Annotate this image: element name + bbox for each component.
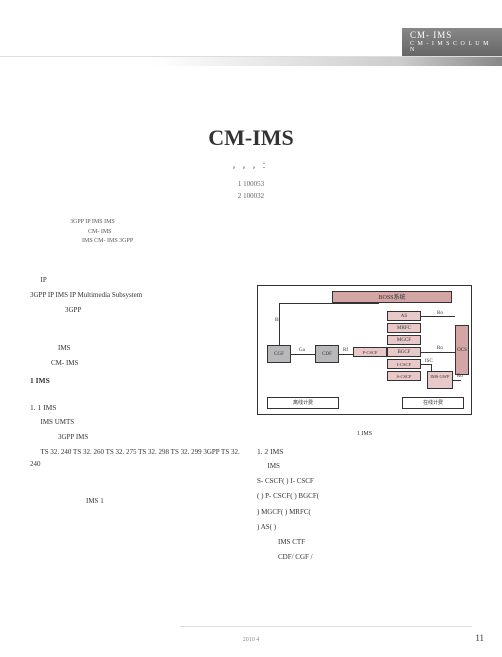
- icscf-box: I-CSCF: [387, 359, 421, 369]
- footer: 2010 4: [0, 637, 502, 643]
- affiliation-2: 2 100032: [0, 192, 502, 200]
- pcscf-box: P-CSCF: [353, 347, 387, 357]
- ro-label-3: Ro: [457, 373, 463, 381]
- footer-date: 2010 4: [0, 637, 502, 643]
- isc-label: ISC: [425, 358, 433, 366]
- bi-label: Bi: [275, 317, 280, 325]
- bgcf-box: BGCF: [387, 347, 421, 357]
- abstract-line-1: 3GPP IP IMS IMS: [70, 218, 442, 228]
- section-heading-1: 1 IMS: [30, 375, 240, 387]
- footer-rule: [180, 626, 472, 627]
- para: IMS 1: [30, 496, 240, 507]
- as-box: AS: [387, 311, 421, 321]
- mgcf-box: MGCF: [387, 335, 421, 345]
- para: ( ) P- CSCF( ) BGCF(: [257, 491, 472, 502]
- online-charging-box: 在线计费: [402, 397, 464, 409]
- para: 3GPP IMS: [30, 432, 240, 443]
- para: IMS UMTS: [30, 417, 240, 428]
- scscf-box: S-CSCF: [387, 371, 421, 381]
- para: ) MGCF( ) MRFC(: [257, 507, 472, 518]
- cgf-box: CGF: [267, 345, 291, 363]
- imsgwf-box: IMS GWF: [427, 371, 453, 389]
- right-column: BOSS系统 AS MRFC MGCF BGCF P-CSCF I-CSCF S…: [257, 275, 472, 617]
- page-title: CM-IMS: [0, 125, 502, 151]
- abstract-line-2: CM- IMS: [70, 228, 442, 238]
- offline-charging-box: 离线计费: [267, 397, 339, 409]
- diagram-caption: 1 IMS: [257, 430, 472, 440]
- header-title: CM- IMS: [410, 30, 494, 40]
- mrfc-box: MRFC: [387, 323, 421, 333]
- left-column: IP 3GPP IP IMS IP Multimedia Subsystem 3…: [30, 275, 240, 617]
- para: IMS: [257, 461, 472, 472]
- para: CDF/ CGF /: [257, 552, 472, 563]
- cdf-box: CDF: [315, 345, 339, 363]
- para: CM- IMS: [30, 358, 240, 369]
- boss-box: BOSS系统: [332, 291, 452, 303]
- para: IMS: [30, 343, 240, 354]
- ims-architecture-diagram: BOSS系统 AS MRFC MGCF BGCF P-CSCF I-CSCF S…: [257, 285, 472, 415]
- section-heading-1-1: 1. 1 IMS: [30, 402, 240, 414]
- section-heading-1-2: 1. 2 IMS: [257, 446, 472, 458]
- para: IMS CTF: [257, 537, 472, 548]
- para: IP: [30, 275, 240, 286]
- ocs-box: OCS: [455, 325, 469, 375]
- right-column-text: 1. 2 IMS IMS S- CSCF( ) I- CSCF ( ) P- C…: [257, 440, 472, 567]
- para: TS 32. 240 TS 32. 260 TS 32. 275 TS 32. …: [30, 447, 240, 469]
- abstract-block: 3GPP IP IMS IMS CM- IMS IMS CM- IMS 3GPP: [70, 218, 442, 247]
- para: ) AS( ): [257, 522, 472, 533]
- para: 3GPP IP IMS IP Multimedia Subsystem: [30, 290, 240, 301]
- ro-label-2: Ro: [437, 345, 443, 353]
- header-gradient-bar: [0, 56, 502, 66]
- page-number: 11: [475, 633, 484, 643]
- body-area: IP 3GPP IP IMS IP Multimedia Subsystem 3…: [30, 275, 472, 617]
- column-header: CM- IMS C M - I M S C O L U M N: [402, 28, 502, 56]
- abstract-line-3: IMS CM- IMS 3GPP: [70, 237, 442, 247]
- ro-label: Ro: [437, 310, 443, 318]
- ga-label: Ga: [299, 347, 305, 355]
- affiliation-1: 1 100053: [0, 180, 502, 188]
- para: 3GPP: [30, 305, 240, 316]
- para: S- CSCF( ) I- CSCF: [257, 476, 472, 487]
- header-subtitle: C M - I M S C O L U M N: [410, 41, 494, 53]
- rf-label: Rf: [343, 347, 348, 355]
- author-line: ， ， ， ：: [0, 160, 502, 171]
